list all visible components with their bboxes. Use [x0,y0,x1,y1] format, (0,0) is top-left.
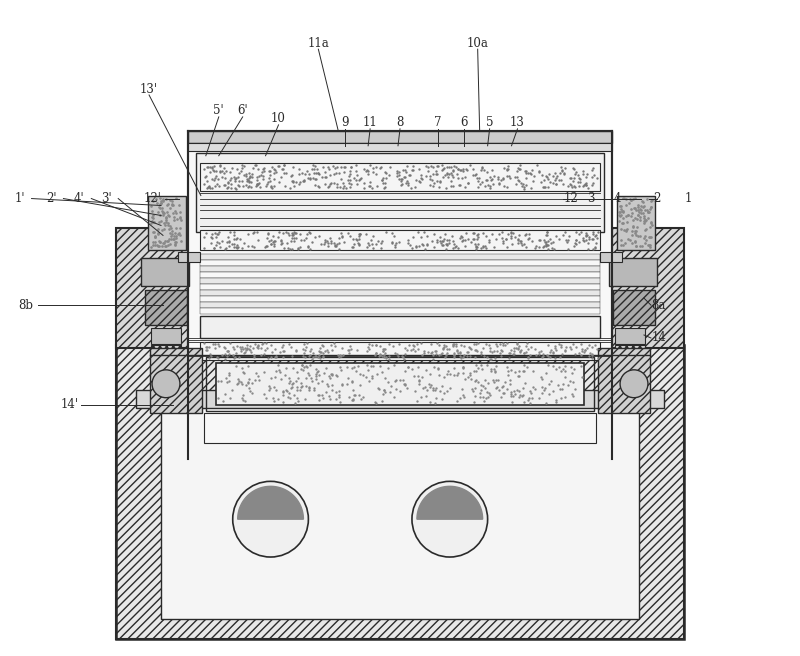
Bar [178,253,200,262]
Bar [136,390,664,407]
Bar [148,195,186,251]
Text: 10: 10 [271,112,286,125]
Text: 5: 5 [486,116,494,129]
Text: 1: 1 [685,192,693,205]
Text: 2: 2 [654,192,661,205]
Text: 3': 3' [101,192,111,205]
Bar [206,357,594,411]
Bar [615,328,645,344]
Text: 7: 7 [434,116,442,129]
Text: 13': 13' [140,83,158,96]
Bar [116,345,684,639]
Bar [612,228,684,348]
Text: 14: 14 [651,331,666,344]
Bar [598,348,650,413]
Bar [200,308,600,314]
Bar [612,228,684,348]
Text: 9: 9 [342,116,349,129]
Bar [141,258,189,286]
Polygon shape [417,486,482,519]
Text: 12: 12 [564,192,578,205]
Text: 13: 13 [510,116,525,129]
Bar [200,230,600,251]
Text: 2': 2' [46,192,57,205]
Bar [200,316,600,338]
Bar [200,284,600,290]
Text: 11a: 11a [307,37,330,50]
Bar [200,266,600,272]
Text: 8: 8 [396,116,404,129]
Text: 5': 5' [214,104,224,117]
Bar [200,260,600,266]
Text: 6: 6 [460,116,467,129]
Bar [188,131,612,143]
Bar [200,302,600,308]
Bar [200,342,600,360]
Bar [151,345,181,359]
Bar [216,363,584,405]
Bar [188,143,612,151]
Text: 8a: 8a [652,298,666,312]
Text: 10a: 10a [466,37,489,50]
Bar [116,345,684,639]
Text: 6': 6' [238,104,248,117]
Bar [200,290,600,296]
Text: 4: 4 [614,192,621,205]
Text: 4': 4' [74,192,85,205]
Text: 12': 12' [144,192,162,205]
Circle shape [152,370,180,398]
Bar [200,272,600,278]
Bar [150,348,202,413]
Bar [617,195,655,251]
Bar [151,328,181,344]
Bar [196,153,604,232]
Circle shape [412,482,488,557]
Bar [200,296,600,302]
Text: 3: 3 [587,192,595,205]
Text: 14': 14' [61,398,78,411]
Bar [145,290,187,325]
Bar [615,345,645,359]
Circle shape [233,482,308,557]
Bar [200,163,600,191]
Bar [116,228,188,348]
Bar [188,131,612,358]
Bar [204,413,596,443]
Bar [609,258,657,286]
Bar [200,278,600,284]
Bar [600,253,622,262]
Text: 8b: 8b [18,298,33,312]
Circle shape [620,370,648,398]
Bar [613,290,655,325]
Text: 1': 1' [14,192,25,205]
Bar [161,405,639,619]
Polygon shape [238,486,303,519]
Bar [116,228,188,348]
Bar [200,255,600,260]
Text: 11: 11 [362,116,378,129]
